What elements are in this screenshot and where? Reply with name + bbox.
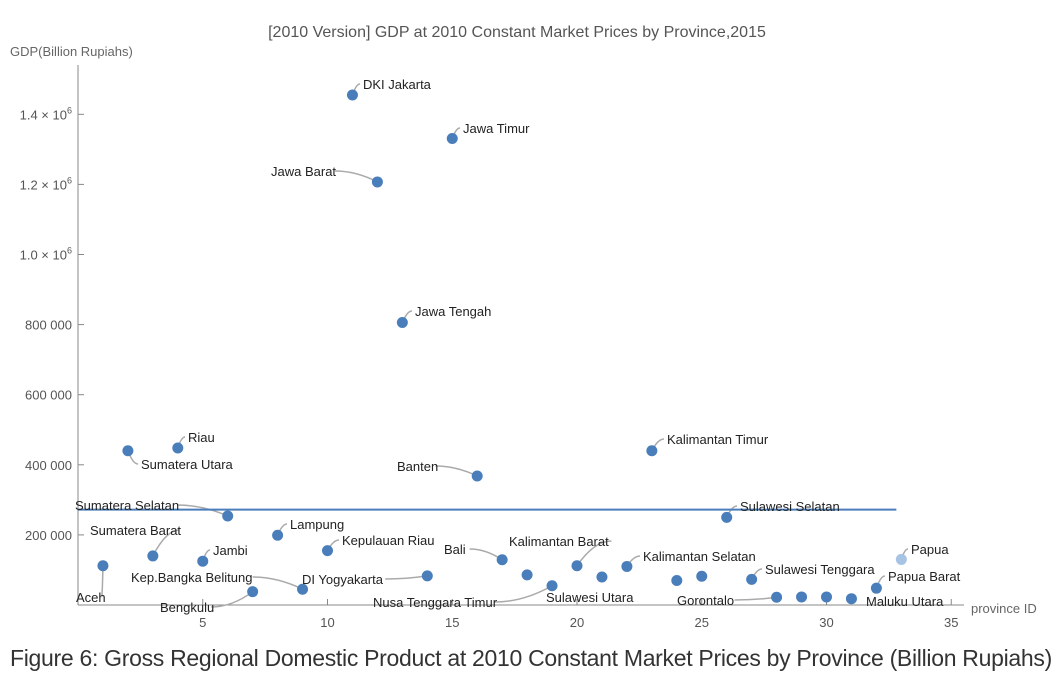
data-point [721,511,733,523]
point-label: Lampung [290,517,344,532]
point-label: Banten [397,459,438,474]
point-label: DKI Jakarta [363,77,432,92]
point-label: Papua [911,542,949,557]
data-point [746,573,758,585]
data-point [771,591,783,603]
data-point [646,445,658,457]
leader-line [435,465,478,477]
data-point [696,570,708,582]
point-label: Aceh [76,590,106,605]
data-point [346,89,358,101]
data-point [197,555,209,567]
leader-line [334,170,378,183]
data-point [845,593,857,605]
data-point [446,132,458,144]
y-tick-label: 600 000 [25,388,72,403]
data-point [596,571,608,583]
data-point [421,570,433,582]
data-point [172,442,184,454]
data-point [371,176,383,188]
point-label: Sulawesi Selatan [740,499,840,514]
point-label: Sumatera Utara [141,457,234,472]
data-point [895,553,907,565]
point-label: Maluku Utara [866,594,944,609]
y-tick-label: 200 000 [25,528,72,543]
data-point [546,580,558,592]
gdp-scatter-chart: [2010 Version] GDP at 2010 Constant Mark… [10,24,1037,630]
x-axis-label: province ID [971,601,1037,616]
y-tick-label: 1.2 × 106 [20,175,72,192]
x-tick-label: 20 [570,615,584,630]
data-point [247,586,259,598]
data-point [222,510,234,522]
point-label: Sulawesi Tenggara [765,562,875,577]
leader-line [494,585,553,603]
data-point [870,582,882,594]
point-label: Bengkulu [160,600,214,615]
y-tick-label: 1.4 × 106 [20,105,72,122]
data-point [322,545,333,557]
point-label: Jawa Timur [463,121,530,136]
data-point [396,316,408,328]
x-tick-label: 10 [320,615,334,630]
data-point [521,569,533,581]
data-point [496,554,508,566]
data-point [471,470,483,482]
figure-caption: Figure 6: Gross Regional Domestic Produc… [10,645,1052,671]
leader-line [252,576,303,590]
y-axis-label: GDP(Billion Rupiahs) [10,44,133,59]
data-point [272,529,284,541]
point-label: Jawa Tengah [415,304,491,319]
point-label: Kalimantan Selatan [643,549,756,564]
point-label: Kep.Bangka Belitung [131,570,252,585]
data-point [97,560,109,572]
x-tick-label: 15 [445,615,459,630]
data-point [571,560,583,572]
leader-line [734,596,777,601]
data-point [796,591,808,603]
x-tick-label: 35 [944,615,958,630]
point-label: Nusa Tenggara Timur [373,595,498,610]
point-label: Jawa Barat [271,164,336,179]
x-tick-label: 30 [819,615,833,630]
y-tick-label: 400 000 [25,458,72,473]
data-point [297,583,309,595]
point-label: Kalimantan Barat [509,534,609,549]
data-point [621,560,633,572]
leader-line [385,575,428,580]
data-point [821,591,832,603]
y-tick-label: 1.0 × 106 [20,246,72,263]
point-label: Sumatera Selatan [75,498,179,513]
point-label: Gorontalo [677,593,734,608]
point-label: Sulawesi Utara [546,590,634,605]
point-label: Sumatera Barat [90,523,181,538]
data-point [122,445,134,457]
data-point [147,550,159,562]
data-point [671,574,683,586]
point-label: Bali [444,542,466,557]
x-tick-label: 25 [695,615,709,630]
point-label: Kepulauan Riau [342,533,435,548]
y-tick-label: 800 000 [25,318,72,333]
point-label: Kalimantan Timur [667,432,769,447]
point-label: DI Yogyakarta [302,572,384,587]
point-label: Papua Barat [888,569,961,584]
x-tick-label: 5 [199,615,206,630]
chart-title: [2010 Version] GDP at 2010 Constant Mark… [268,24,766,41]
point-label: Riau [188,430,215,445]
point-label: Jambi [213,543,248,558]
